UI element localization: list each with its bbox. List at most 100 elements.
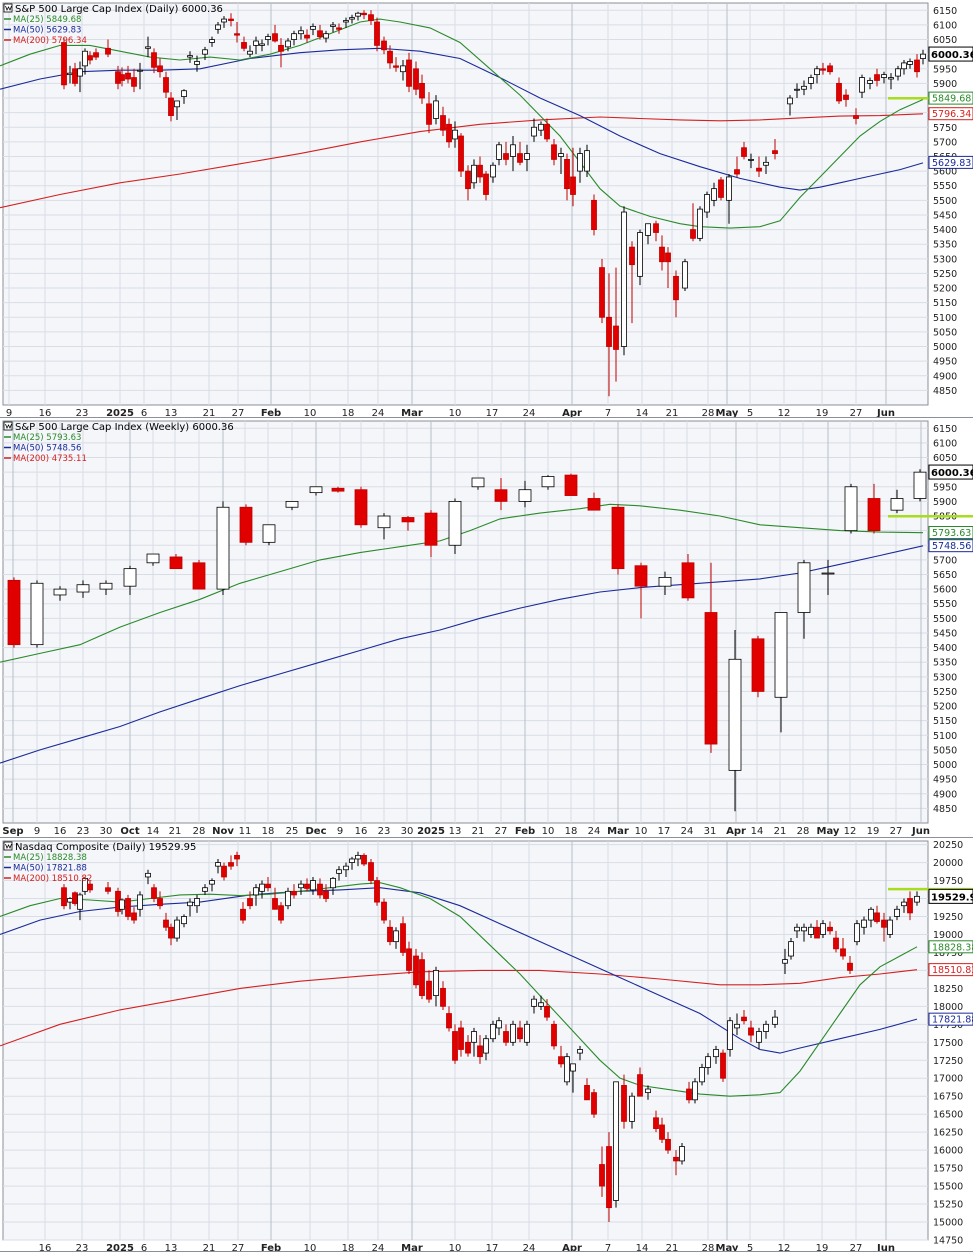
chart-logo-glyph (5, 5, 12, 11)
candle-body (808, 926, 814, 935)
candle-body (168, 97, 174, 116)
candle (587, 492, 601, 511)
legend: S&P 500 Large Cap Index (Weekly) 6000.36… (3, 421, 234, 464)
last-price-tag (928, 46, 973, 62)
candle (168, 92, 174, 122)
candle-body (544, 123, 550, 140)
x-tick-label: 30 (401, 826, 414, 837)
legend-entry: MA(200) 5796.34 (13, 36, 87, 46)
candle (577, 1045, 583, 1061)
candle-body (304, 883, 310, 889)
candle (814, 920, 820, 939)
candle-body (406, 948, 412, 971)
chart-title: S&P 500 Large Cap Index (Weekly) 6000.36 (15, 422, 234, 433)
candle-body (741, 1016, 747, 1022)
candle-body (61, 887, 67, 907)
x-tick-label: Apr (562, 1243, 582, 1252)
candle (123, 565, 137, 595)
candle (253, 36, 259, 55)
candle (234, 851, 240, 867)
x-tick-label: 12 (778, 408, 791, 418)
candle (413, 948, 419, 989)
candle (304, 29, 310, 43)
x-tick-label: 21 (203, 408, 216, 418)
candle (847, 956, 853, 974)
candle (692, 1078, 698, 1104)
y-tick-label: 15500 (933, 1182, 963, 1193)
candle-body (591, 199, 597, 230)
y-tick-label: 5050 (933, 327, 957, 338)
candle (518, 480, 532, 508)
candle-body (801, 85, 807, 90)
candle-body (751, 638, 765, 692)
nasdaq-daily-chart: 2025020000197501950019250190001875018500… (0, 838, 973, 1252)
candle-body (163, 77, 169, 93)
candle-body (174, 919, 180, 939)
candle-body (907, 898, 913, 914)
last-price-tag-label: 6000.36 (931, 468, 973, 479)
candle (216, 501, 230, 595)
candle-body (827, 65, 833, 73)
candle-body (387, 50, 393, 64)
candle (853, 108, 859, 125)
candle-body (381, 40, 387, 51)
candle-body (490, 164, 496, 178)
last-price-tag-label: 19529.95 (931, 892, 973, 903)
candle-body (53, 588, 67, 596)
candle (125, 65, 131, 84)
y-tick-label: 4950 (933, 775, 957, 786)
candle-body (704, 194, 710, 213)
chart-logo-glyph (5, 843, 12, 849)
candle-body (419, 959, 425, 996)
y-tick-label: 19250 (933, 912, 963, 923)
candle-body (538, 123, 544, 131)
candle (355, 11, 361, 21)
candle-body (621, 1085, 627, 1122)
candle (146, 553, 160, 566)
x-tick-label: Nov (212, 826, 234, 837)
candle (77, 61, 83, 93)
candle-body (801, 926, 807, 932)
candle-body (354, 489, 368, 526)
candle (591, 194, 597, 236)
candle (827, 62, 833, 75)
x-tick-label: 25 (286, 826, 299, 837)
x-tick-label: 27 (495, 826, 508, 837)
candle-body (629, 246, 635, 266)
candle (599, 258, 605, 324)
chart-logo-glyph (5, 423, 12, 429)
candle (317, 878, 323, 899)
x-tick-label: 27 (232, 1243, 245, 1252)
ma-value-tag (928, 539, 973, 553)
candle (192, 559, 206, 590)
candle (763, 1020, 769, 1039)
candle (157, 891, 163, 910)
candle (558, 147, 564, 175)
candle (381, 36, 387, 55)
candle (726, 174, 732, 224)
candle-body (278, 44, 284, 52)
candle (756, 1027, 762, 1050)
y-tick-label: 17000 (933, 1074, 963, 1085)
candle (490, 162, 496, 183)
candle (381, 898, 387, 924)
x-tick-label: 10 (449, 408, 462, 418)
candle (343, 17, 349, 28)
candle (544, 118, 550, 142)
y-tick-label: 16750 (933, 1092, 963, 1103)
candle-body (524, 1023, 530, 1043)
candle-body (393, 65, 399, 68)
candle-body (551, 144, 557, 160)
candle-body (298, 30, 304, 35)
plot-area (2, 2, 929, 406)
x-tick-label: 21 (203, 1243, 216, 1252)
x-tick-label: 19 (816, 408, 829, 418)
x-tick-label: Mar (401, 408, 423, 418)
candle-body (343, 865, 349, 871)
candle-body (424, 512, 438, 546)
candle (503, 1024, 509, 1046)
candle-body (381, 901, 387, 921)
candle-body (794, 88, 800, 91)
candle-body (125, 898, 131, 917)
candle (145, 36, 151, 58)
